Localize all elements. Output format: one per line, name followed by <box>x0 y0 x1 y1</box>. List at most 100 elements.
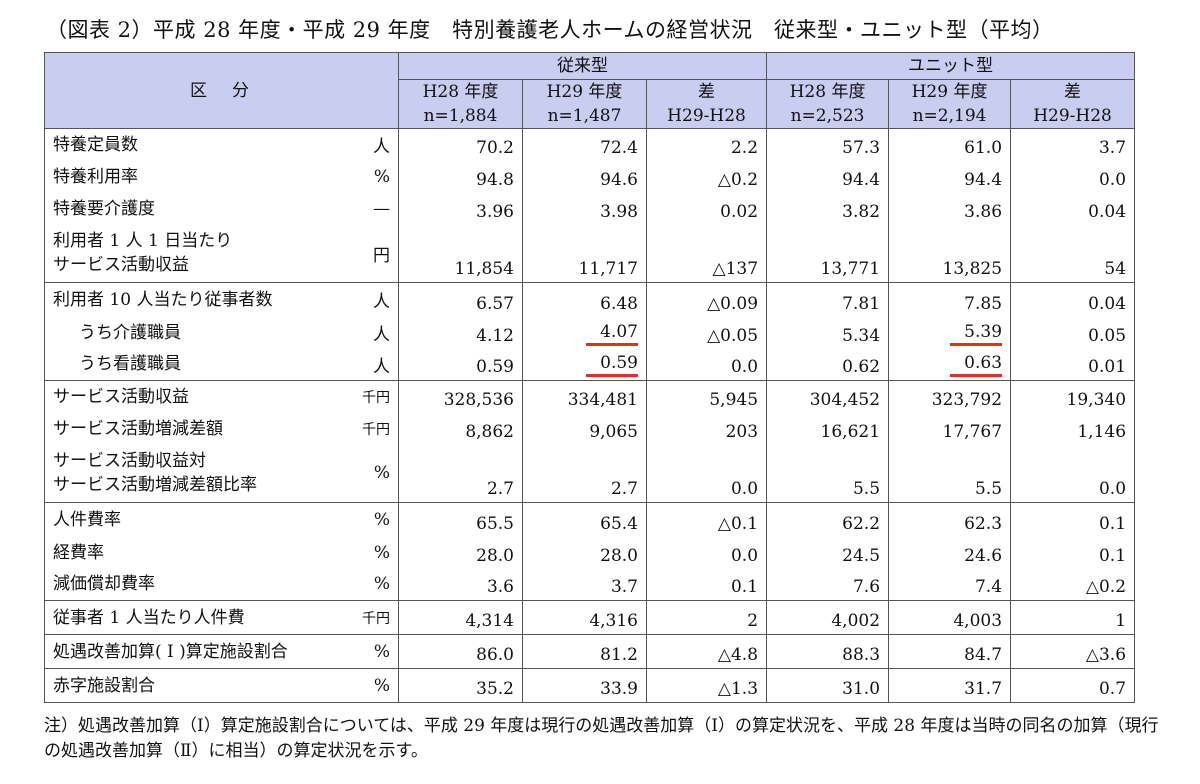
value-cell: 4,003 <box>888 600 1012 635</box>
cell-value: 70.2 <box>476 137 514 158</box>
value-cell: 0.7 <box>1010 668 1136 703</box>
value-cell: 7.4 <box>888 568 1012 601</box>
cell-value: 86.0 <box>476 645 514 665</box>
header-group-unit: ユニット型 <box>766 52 1136 80</box>
row-unit: 千円 <box>346 412 399 445</box>
row-label-line: 利用者 1 人 1 日当たり <box>53 231 233 252</box>
value-cell: 72.4 <box>522 128 647 161</box>
cell-value: 0.0 <box>730 357 759 377</box>
row-label-line: サービス活動増減差額 <box>53 418 223 439</box>
cell-value: 4,002 <box>831 611 881 631</box>
cell-value: 0.0 <box>1098 169 1127 190</box>
cell-value: 7.81 <box>842 293 881 314</box>
table-row: うち介護職員 人 4.12 4.07 △0.05 5.34 5.39 0.05 <box>44 316 1136 349</box>
cell-value: △0.2 <box>1085 577 1127 597</box>
row-label-line: サービス活動収益対 <box>53 451 206 472</box>
cell-value: 0.04 <box>1088 293 1127 314</box>
cell-value: 54 <box>1104 259 1127 279</box>
row-label-line: 利用者 10 人当たり従事者数 <box>53 289 273 310</box>
cell-value: 2.2 <box>730 137 759 158</box>
cell-value: 94.4 <box>842 169 881 190</box>
value-cell: 13,825 <box>888 224 1012 283</box>
value-cell: △0.1 <box>645 502 768 537</box>
row-label: 処遇改善加算( Ⅰ )算定施設割合 <box>44 634 347 669</box>
value-cell: △3.6 <box>1010 634 1136 669</box>
cell-value: 3.7 <box>610 577 638 597</box>
value-cell: 0.0 <box>645 348 768 381</box>
value-cell: 1,146 <box>1010 412 1136 445</box>
value-cell: △0.2 <box>1010 568 1136 601</box>
value-cell: 65.5 <box>398 502 523 537</box>
cell-value: △0.05 <box>707 325 759 346</box>
cell-value: 7.6 <box>852 577 881 597</box>
cell-value: 0.0 <box>730 545 759 566</box>
value-cell: 6.48 <box>522 282 647 317</box>
cell-value: 0.0 <box>730 479 759 499</box>
value-cell: 3.96 <box>398 192 523 225</box>
value-cell: 4,316 <box>522 600 647 635</box>
value-cell: 2.7 <box>398 444 523 503</box>
cell-value: 6.57 <box>476 293 514 314</box>
value-cell: △4.8 <box>645 634 768 669</box>
value-cell: 9,065 <box>522 412 647 445</box>
value-cell: 3.82 <box>766 192 890 225</box>
cell-value: 203 <box>725 421 759 442</box>
value-cell: 62.3 <box>888 502 1012 537</box>
cell-value: 0.04 <box>1088 201 1127 222</box>
value-cell: 0.62 <box>766 348 890 381</box>
row-label: 減価償却費率 <box>44 568 347 601</box>
cell-value: 35.2 <box>476 679 514 699</box>
header-col-year: 差 <box>645 79 768 104</box>
value-cell: 70.2 <box>398 128 523 161</box>
row-unit: 千円 <box>346 380 399 413</box>
cell-value: 3.7 <box>1098 137 1127 158</box>
value-cell: 7.6 <box>766 568 890 601</box>
value-cell: △0.05 <box>645 316 768 349</box>
row-unit: % <box>346 444 399 503</box>
value-cell: 61.0 <box>888 128 1012 161</box>
header-col-year: H29 年度 <box>888 79 1012 104</box>
header-col-year: H28 年度 <box>398 79 523 104</box>
row-unit: % <box>346 160 399 193</box>
cell-value: 2.7 <box>610 479 638 499</box>
row-label: 利用者 10 人当たり従事者数 <box>44 282 347 317</box>
cell-value: 11,854 <box>454 259 514 279</box>
header-col-year: 差 <box>1010 79 1136 104</box>
row-unit: % <box>346 502 399 537</box>
cell-value: 5,945 <box>709 389 759 410</box>
value-cell: 203 <box>645 412 768 445</box>
row-label-line: 従事者 1 人当たり人件費 <box>53 607 245 628</box>
value-cell: △0.2 <box>645 160 768 193</box>
table-row: サービス活動収益 千円 328,536 334,481 5,945 304,452 323,… <box>44 380 1136 413</box>
value-cell: 7.85 <box>888 282 1012 317</box>
cell-value: 3.6 <box>486 577 514 597</box>
value-cell: 0.01 <box>1010 348 1136 381</box>
cell-value: 72.4 <box>600 137 638 158</box>
cell-value: 94.8 <box>476 169 514 190</box>
cell-value: 4,003 <box>953 611 1003 631</box>
cell-value: 94.4 <box>964 169 1003 190</box>
value-cell: 0.63 <box>888 348 1012 381</box>
value-cell: 28.0 <box>522 536 647 569</box>
row-unit: 千円 <box>346 600 399 635</box>
cell-value: 61.0 <box>964 137 1003 158</box>
value-cell: 24.5 <box>766 536 890 569</box>
cell-value: △0.2 <box>717 169 759 190</box>
value-cell: 5.34 <box>766 316 890 349</box>
row-label-line: 処遇改善加算( Ⅰ )算定施設割合 <box>53 641 288 662</box>
table-row: サービス活動増減差額 千円 8,862 9,065 203 16,621 17,767 1,1… <box>44 412 1136 445</box>
cell-value: △1.3 <box>717 679 759 699</box>
cell-value: 24.6 <box>964 545 1003 566</box>
row-unit: 人 <box>346 128 399 161</box>
cell-value: △4.8 <box>717 645 759 665</box>
cell-value: 5.34 <box>842 325 881 346</box>
row-label: 特養定員数 <box>44 128 347 161</box>
header-col-n: H29-H28 <box>1010 104 1136 129</box>
row-label-line: 減価償却費率 <box>53 574 155 595</box>
cell-value: 81.2 <box>600 645 638 665</box>
header-group-conventional: 従来型 <box>397 52 768 80</box>
value-cell: 31.0 <box>766 668 890 703</box>
value-cell: △137 <box>645 224 768 283</box>
header-col-n: n=2,194 <box>888 104 1012 129</box>
row-label: 特養要介護度 <box>44 192 347 225</box>
